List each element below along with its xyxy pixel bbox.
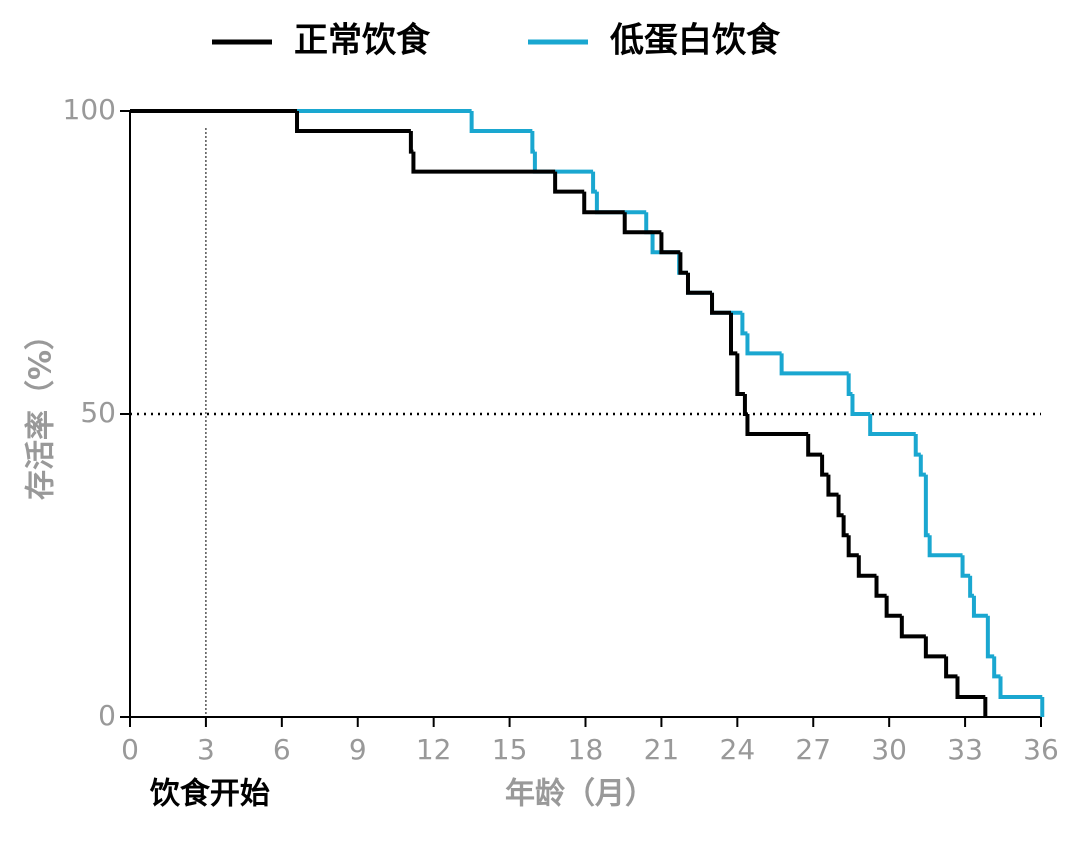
x-axis-label: 年龄（月） [505,777,655,812]
step-segment [710,292,732,315]
step-segment [295,111,411,133]
step-segment [779,353,849,376]
step-segment [740,312,748,336]
step-segment [710,292,743,315]
step-segment [678,252,688,275]
step-segment [992,656,1001,679]
x-tick-label: 36 [1023,733,1059,766]
y-axis-label: 存活率（%） [24,320,59,500]
step-segment [553,171,585,194]
step-segment [729,312,738,356]
step-segment [530,130,535,154]
step-segment [594,191,647,215]
x-tick-label: 6 [273,733,291,766]
x-tick-label: 15 [492,733,528,766]
step-segment [955,676,986,700]
step-segment [826,474,839,497]
legend-label: 正常饮食 [294,21,431,61]
step-segment [846,535,859,558]
step-segment [874,575,887,598]
step-segment [968,575,974,598]
step-segment [884,595,902,618]
step-segment [469,111,533,133]
step-segment [971,595,988,618]
step-segment [745,333,782,356]
x-tick-label: 12 [416,733,452,766]
y-tick-label: 0 [98,699,116,732]
step-segment [659,232,681,255]
step-segment [998,676,1043,700]
x-tick-label: 33 [947,733,983,766]
step-segment [913,433,921,457]
step-segment [650,232,680,255]
x-tick-label: 9 [349,733,367,766]
y-tick-label: 50 [80,396,116,429]
step-segment [923,474,930,538]
step-segment [745,414,809,436]
step-segment [735,353,745,397]
step-segment [582,191,625,215]
legend-label: 低蛋白饮食 [610,21,781,61]
x-tick-label: 18 [568,733,604,766]
step-segment [622,212,662,235]
step-segment [820,454,829,477]
step-segment [408,130,414,154]
step-segment [591,171,597,194]
step-segment [846,373,853,397]
step-segment [806,433,823,457]
x-tick-label: 27 [795,733,831,766]
step-segment [532,151,594,174]
annotation-label: 饮食开始 [149,777,270,812]
step-segment [899,615,926,639]
x-tick-label: 0 [121,733,139,766]
x-tick-label: 3 [197,733,215,766]
step-segment [985,615,995,659]
step-segment [685,272,713,295]
x-tick-label: 24 [720,733,756,766]
step-segment [644,212,653,235]
step-segment [918,454,926,477]
y-tick-label: 100 [63,93,116,126]
step-segment [856,555,877,578]
step-segment [411,151,556,174]
step-segment [850,394,871,416]
step-segment [960,555,971,578]
step-segment [841,515,849,538]
x-tick-label: 30 [871,733,907,766]
step-segment [868,414,916,436]
step-segment [685,272,713,295]
step-segment [836,494,844,518]
step-segment [944,656,958,679]
x-tick-label: 21 [644,733,680,766]
step-segment [742,394,748,416]
step-segment [927,535,963,558]
step-segment [923,636,947,659]
